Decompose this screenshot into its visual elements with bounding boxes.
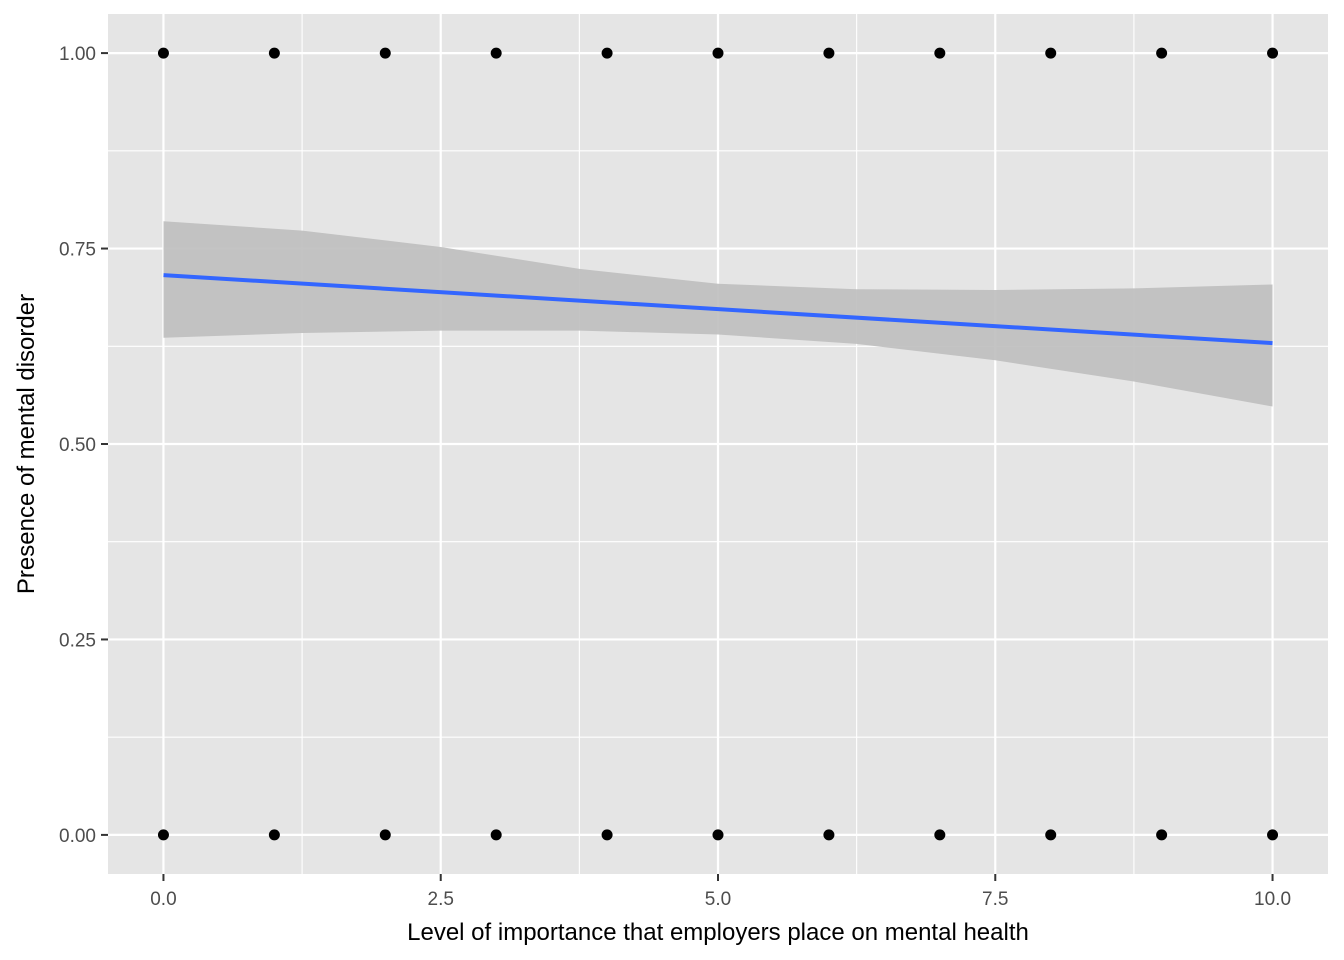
data-point bbox=[268, 829, 280, 841]
x-tick-label: 10.0 bbox=[1254, 889, 1291, 910]
confidence-band-area bbox=[163, 221, 1273, 407]
data-point bbox=[601, 47, 613, 59]
y-tick-label: 0.75 bbox=[59, 240, 96, 261]
data-point bbox=[157, 829, 169, 841]
data-point bbox=[934, 829, 946, 841]
data-point bbox=[1267, 47, 1279, 59]
fit-line bbox=[163, 273, 1273, 346]
x-tick-label: 5.0 bbox=[705, 889, 731, 910]
x-axis-title: Level of importance that employers place… bbox=[407, 919, 1029, 946]
y-tick-label: 0.00 bbox=[59, 826, 96, 847]
data-point bbox=[268, 47, 280, 59]
data-point bbox=[379, 47, 391, 59]
data-point bbox=[490, 829, 502, 841]
data-point bbox=[1045, 829, 1057, 841]
data-point bbox=[934, 47, 946, 59]
data-point bbox=[712, 829, 724, 841]
x-tick-label: 2.5 bbox=[428, 889, 454, 910]
regression-line bbox=[163, 273, 1273, 346]
y-axis-title: Presence of mental disorder bbox=[13, 294, 40, 594]
data-points bbox=[157, 47, 1279, 841]
y-tick-label: 0.25 bbox=[59, 630, 96, 651]
data-point bbox=[823, 47, 835, 59]
data-point bbox=[601, 829, 613, 841]
data-point bbox=[379, 829, 391, 841]
data-point bbox=[823, 829, 835, 841]
y-tick-label: 1.00 bbox=[59, 44, 96, 65]
data-point bbox=[712, 47, 724, 59]
data-point bbox=[1156, 829, 1168, 841]
x-axis: 0.0 2.5 5.0 7.5 10.0 bbox=[150, 874, 1291, 910]
data-point bbox=[490, 47, 502, 59]
confidence-band bbox=[163, 221, 1273, 407]
data-point bbox=[157, 47, 169, 59]
x-tick-label: 7.5 bbox=[982, 889, 1008, 910]
y-axis: 0.00 0.25 0.50 0.75 1.00 bbox=[59, 44, 108, 847]
data-point bbox=[1267, 829, 1279, 841]
x-tick-label: 0.0 bbox=[150, 889, 176, 910]
data-point bbox=[1045, 47, 1057, 59]
y-tick-label: 0.50 bbox=[59, 435, 96, 456]
data-point bbox=[1156, 47, 1168, 59]
